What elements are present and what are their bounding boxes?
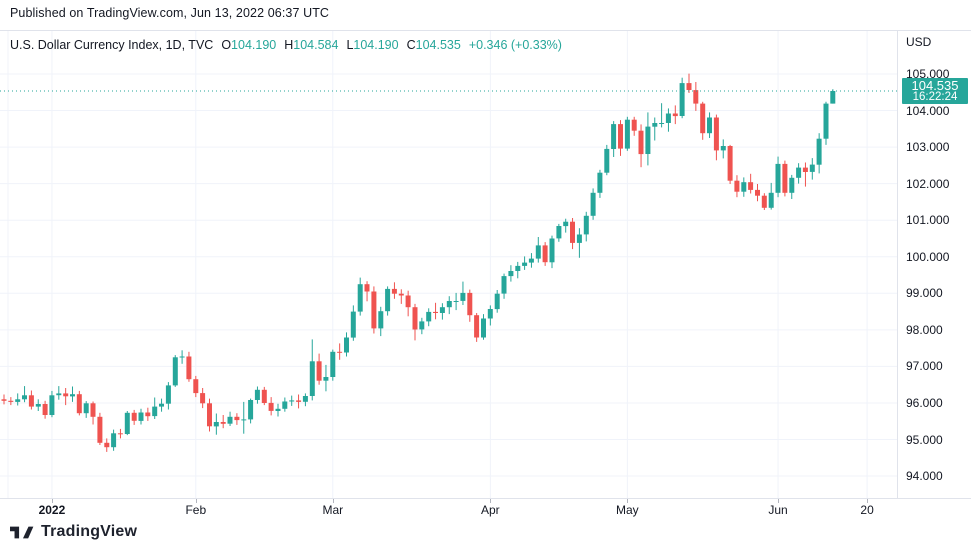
price-tick-label: 101.000 xyxy=(906,213,950,228)
last-price-label: 104.535 16:22:24 xyxy=(902,77,968,104)
currency-label: USD xyxy=(906,35,932,49)
time-tick-mark xyxy=(778,499,780,503)
price-tick-label: 100.000 xyxy=(906,249,950,264)
price-tick-label: 95.000 xyxy=(906,432,943,447)
time-tick-label: Jun xyxy=(768,503,788,517)
legend-change: +0.346 (+0.33%) xyxy=(468,38,562,52)
candlestick-chart[interactable] xyxy=(0,31,897,498)
time-tick-label: Feb xyxy=(185,503,207,517)
legend-high: H 104.584 xyxy=(284,38,339,52)
tradingview-logo-icon xyxy=(10,524,34,541)
legend-low: L 104.190 xyxy=(346,38,399,52)
time-tick-label: Mar xyxy=(322,503,344,517)
chart-widget: U.S. Dollar Currency Index, 1D, TVC O 104… xyxy=(0,30,971,518)
price-tick-label: 102.000 xyxy=(906,176,950,191)
time-tick-mark xyxy=(627,499,629,503)
legend-open: O 104.190 xyxy=(221,38,277,52)
price-tick-label: 104.000 xyxy=(906,103,950,118)
published-caption: Published on TradingView.com, Jun 13, 20… xyxy=(10,6,330,20)
time-tick-mark xyxy=(195,499,197,503)
symbol-legend: U.S. Dollar Currency Index, 1D, TVC O 104… xyxy=(10,37,562,53)
time-tick-mark xyxy=(867,499,869,503)
price-axis[interactable]: USD 104.535 16:22:24 105.000 104.000 103.0… xyxy=(897,31,971,518)
symbol-title: U.S. Dollar Currency Index, 1D, TVC xyxy=(10,38,214,52)
price-tick-label: 98.000 xyxy=(906,322,943,337)
time-tick-mark xyxy=(51,499,53,503)
price-tick-label: 94.000 xyxy=(906,469,943,484)
time-tick-label: 2022 xyxy=(38,503,66,517)
bar-countdown: 16:22:24 xyxy=(912,90,958,103)
tradingview-brand[interactable]: TradingView xyxy=(10,523,137,541)
time-tick-label: Apr xyxy=(481,503,500,517)
last-price-value: 104.535 xyxy=(911,77,959,93)
price-tick-label: 103.000 xyxy=(906,140,950,155)
time-tick-label: May xyxy=(616,503,639,517)
time-tick-mark xyxy=(490,499,492,503)
price-tick-label: 97.000 xyxy=(906,359,943,374)
price-tick-label: 96.000 xyxy=(906,395,943,410)
time-tick-label: 20 xyxy=(860,503,874,517)
time-axis[interactable]: 2022 Feb Mar Apr May Jun 20 xyxy=(0,498,971,518)
legend-close: C 104.535 xyxy=(406,38,461,52)
price-tick-label: 99.000 xyxy=(906,286,943,301)
time-tick-mark xyxy=(332,499,334,503)
tradingview-brand-text: TradingView xyxy=(41,523,138,540)
price-tick-label: 105.000 xyxy=(906,67,950,81)
